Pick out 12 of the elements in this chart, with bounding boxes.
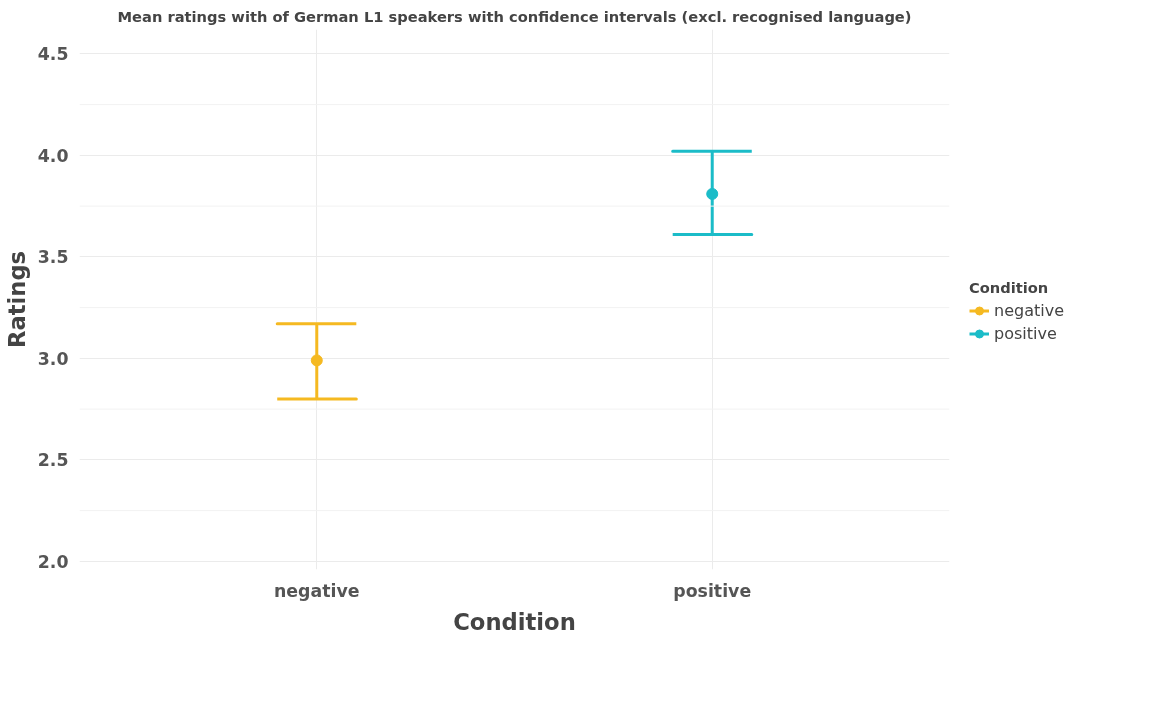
legend-title: Condition (969, 278, 1050, 295)
legend-label: negative (994, 300, 1064, 320)
y-tick-label: 3.5 (37, 247, 69, 268)
y-tick-label: 3.0 (37, 348, 69, 369)
y-tick-label: 4.0 (37, 145, 69, 166)
y-tick-label: 4.5 (37, 44, 69, 65)
chart-title: Mean ratings with of German L1 speakers with confidence intervals (excl. recognised language) (117, 7, 912, 25)
legend-label: positive (994, 323, 1057, 343)
y-tick-label: 2.0 (37, 551, 69, 572)
y-axis-title: Ratings (3, 250, 30, 349)
x-axis-title: Condition (453, 608, 576, 635)
y-tick-label: 2.5 (37, 450, 69, 471)
